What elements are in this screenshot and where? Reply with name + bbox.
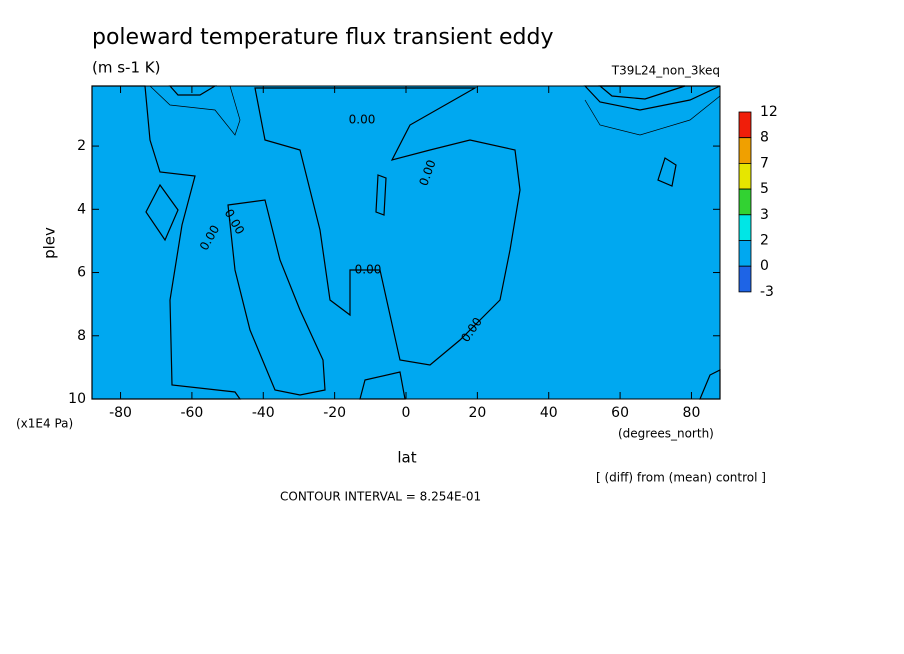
x-tick-label: -40 xyxy=(252,405,275,421)
colorbar-box xyxy=(738,111,752,139)
chart-title: poleward temperature flux transient eddy xyxy=(92,25,554,50)
run-label: T39L24_non_3keq xyxy=(611,64,720,78)
contour-region xyxy=(375,174,387,216)
x-tick-label: 20 xyxy=(468,405,486,421)
colorbar-box xyxy=(738,188,752,216)
plot-area xyxy=(91,85,721,400)
x-tick-label: 60 xyxy=(611,405,629,421)
colorbar-label: 0 xyxy=(760,258,769,274)
contour-line xyxy=(584,95,721,136)
colorbar-label: 5 xyxy=(760,181,769,197)
x-tick-label: -80 xyxy=(109,405,132,421)
contour-line xyxy=(149,85,241,136)
footnote: [ (diff) from (mean) control ] xyxy=(596,471,766,485)
contour-region xyxy=(92,86,720,399)
x-axis-label: lat xyxy=(397,449,416,467)
contour-region xyxy=(145,183,179,242)
y-tick-label: 10 xyxy=(68,391,86,407)
contour-label: 0.00 xyxy=(355,263,382,277)
colorbar-label: 7 xyxy=(760,155,769,171)
colorbar-box xyxy=(738,240,752,267)
colorbar-label: 3 xyxy=(760,207,769,223)
contour-region xyxy=(254,87,521,366)
contour-interval: CONTOUR INTERVAL = 8.254E-01 xyxy=(280,490,481,504)
contour-region xyxy=(227,199,326,396)
x-tick-label: 0 xyxy=(402,405,411,421)
colorbar-label: 12 xyxy=(760,104,778,120)
x-tick-label: 40 xyxy=(540,405,558,421)
colorbar-label: 2 xyxy=(760,233,769,249)
x-tick-label: -60 xyxy=(180,405,203,421)
y-axis-label: plev xyxy=(41,227,59,259)
colorbar-label: 8 xyxy=(760,130,769,146)
contour-label: 0.00 xyxy=(349,113,376,127)
x-unit: (degrees_north) xyxy=(618,427,714,441)
y-tick-label: 8 xyxy=(77,328,86,344)
colorbar-box xyxy=(738,265,752,293)
colorbar-box xyxy=(738,137,752,164)
contour-region xyxy=(657,157,677,187)
colorbar-box xyxy=(738,214,752,241)
chart-subtitle: (m s-1 K) xyxy=(92,59,160,77)
colorbar-box xyxy=(738,162,752,190)
y-tick-label: 2 xyxy=(77,138,86,154)
colorbar-label: -3 xyxy=(760,284,774,300)
y-tick-label: 4 xyxy=(77,201,86,217)
y-unit: (x1E4 Pa) xyxy=(16,417,73,431)
y-tick-label: 6 xyxy=(77,265,86,281)
x-tick-label: 80 xyxy=(683,405,701,421)
x-tick-label: -20 xyxy=(323,405,346,421)
